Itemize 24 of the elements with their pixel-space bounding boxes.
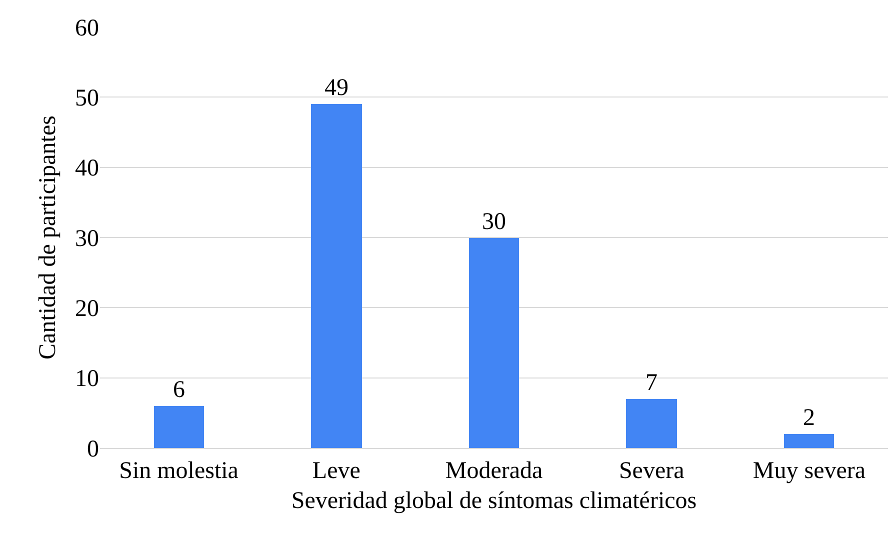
data-label: 7 — [646, 370, 658, 396]
y-tick-label: 10 — [75, 366, 99, 392]
x-tick-label: Severa — [618, 458, 685, 484]
y-tick-label: 30 — [75, 226, 99, 252]
y-tick-label: 20 — [75, 296, 99, 322]
bar — [469, 238, 519, 448]
data-label: 2 — [803, 405, 815, 431]
bar — [626, 399, 677, 448]
x-tick-label: Muy severa — [752, 458, 866, 484]
x-tick-label: Sin molestia — [119, 458, 239, 484]
y-tick-label: 40 — [75, 156, 99, 182]
data-label: 6 — [173, 377, 185, 403]
y-axis-title: Cantidad de participantes — [35, 116, 62, 360]
data-label: 30 — [482, 209, 506, 235]
x-axis-title: Severidad global de síntomas climatéricos — [291, 488, 697, 514]
bar — [154, 406, 204, 448]
y-tick-label: 0 — [87, 436, 99, 462]
y-tick-label: 60 — [75, 15, 99, 42]
data-label: 49 — [324, 75, 348, 101]
x-tick-label: Moderada — [445, 458, 543, 484]
bar — [784, 434, 834, 448]
y-tick-label: 50 — [75, 86, 99, 112]
x-tick-label: Leve — [312, 458, 360, 484]
bar — [311, 104, 362, 448]
